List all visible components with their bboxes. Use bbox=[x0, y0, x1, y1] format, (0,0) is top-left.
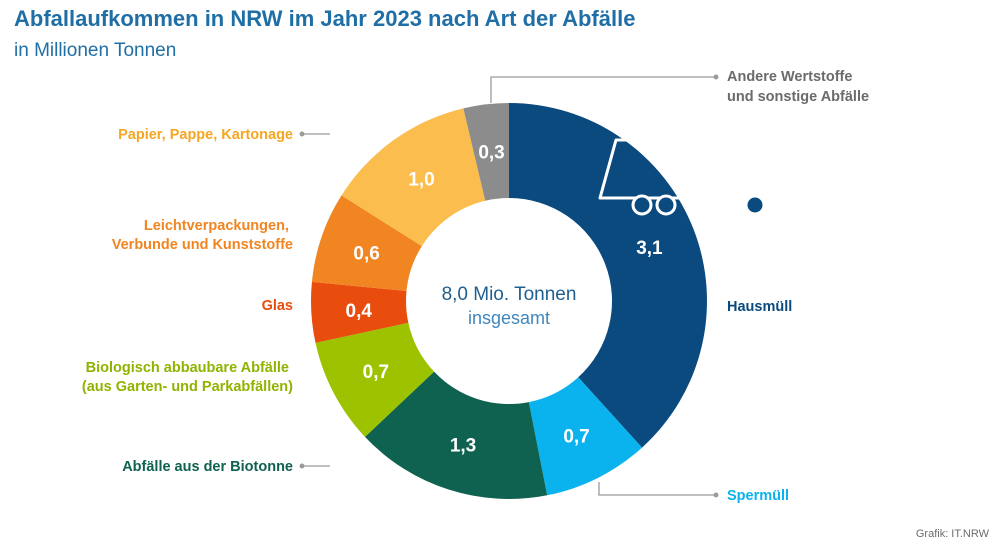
label-andere-line-2: und sonstige Abfälle bbox=[727, 89, 869, 105]
slice-value-bio-garten: 0,7 bbox=[363, 362, 389, 383]
chart-title: Abfallaufkommen in NRW im Jahr 2023 nach… bbox=[14, 6, 636, 31]
slice-andere bbox=[463, 103, 509, 201]
leader-dot-papier bbox=[299, 131, 305, 137]
category-labels: Hausmüll Spermüll Abfälle aus der Bioton… bbox=[82, 69, 869, 504]
slice-sperrmuell bbox=[528, 377, 643, 496]
label-glas-line-1: Glas bbox=[262, 298, 293, 314]
label-andere: Andere Wertstoffe und sonstige Abfälle bbox=[727, 69, 869, 105]
chart-subtitle: in Millionen Tonnen bbox=[14, 40, 177, 61]
slice-value-hausmuell: 3,1 bbox=[636, 238, 663, 259]
label-glas: Glas bbox=[262, 298, 293, 314]
garbage-truck-icon bbox=[598, 138, 778, 216]
center-total-value: 8,0 Mio. Tonnen bbox=[442, 284, 577, 305]
leader-line-andere bbox=[490, 76, 716, 103]
label-hausmuell-line-1: Hausmüll bbox=[727, 299, 792, 315]
graphic-credit: Grafik: IT.NRW bbox=[915, 528, 989, 540]
center-total: 8,0 Mio. Tonnen insgesamt bbox=[442, 284, 577, 328]
label-sperrmuell-line-1: Spermüll bbox=[727, 488, 789, 504]
label-sperrmuell: Spermüll bbox=[727, 488, 789, 504]
center-total-label: insgesamt bbox=[468, 308, 550, 328]
label-papier-line-1: Papier, Pappe, Kartonage bbox=[118, 127, 293, 143]
label-hausmuell: Hausmüll bbox=[727, 299, 792, 315]
leader-lines bbox=[299, 74, 719, 498]
slice-value-sperrmuell: 0,7 bbox=[563, 426, 589, 447]
label-bio-garten: Biologisch abbaubare Abfälle (aus Garten… bbox=[82, 360, 293, 395]
slice-papier bbox=[341, 108, 486, 247]
slice-value-papier: 1,0 bbox=[408, 170, 434, 191]
slice-value-glas: 0,4 bbox=[346, 301, 373, 322]
slice-biotonne bbox=[364, 371, 548, 499]
label-biotonne-line-1: Abfälle aus der Biotonne bbox=[122, 459, 293, 475]
donut-slices bbox=[311, 103, 707, 499]
slice-value-labels: 3,1 0,7 1,3 0,7 0,4 0,6 1,0 0,3 bbox=[346, 143, 663, 457]
leader-dot-sperrmuell bbox=[713, 492, 719, 498]
slice-bio-garten bbox=[315, 322, 435, 437]
slice-leichtverpackungen bbox=[311, 195, 422, 292]
leader-dot-biotonne bbox=[299, 463, 305, 469]
label-bio-garten-line-2: (aus Garten- und Parkabfällen) bbox=[82, 379, 293, 395]
label-biotonne: Abfälle aus der Biotonne bbox=[122, 459, 293, 475]
label-leichtverpackungen: Leichtverpackungen, Verbunde und Kunstst… bbox=[112, 218, 293, 253]
leader-line-sperrmuell bbox=[598, 482, 716, 496]
slice-hausmuell bbox=[509, 103, 707, 448]
label-leichtverpackungen-line-2: Verbunde und Kunststoffe bbox=[112, 237, 293, 253]
slice-glas bbox=[311, 281, 409, 343]
slice-value-biotonne: 1,3 bbox=[450, 435, 476, 456]
label-leichtverpackungen-line-1: Leichtverpackungen, bbox=[144, 218, 289, 234]
leader-dot-andere bbox=[713, 74, 719, 80]
label-andere-line-1: Andere Wertstoffe bbox=[727, 69, 852, 85]
label-papier: Papier, Pappe, Kartonage bbox=[118, 127, 293, 143]
label-bio-garten-line-1: Biologisch abbaubare Abfälle bbox=[86, 360, 289, 376]
slice-value-andere: 0,3 bbox=[478, 143, 504, 164]
slice-value-leichtverpackungen: 0,6 bbox=[353, 243, 379, 264]
